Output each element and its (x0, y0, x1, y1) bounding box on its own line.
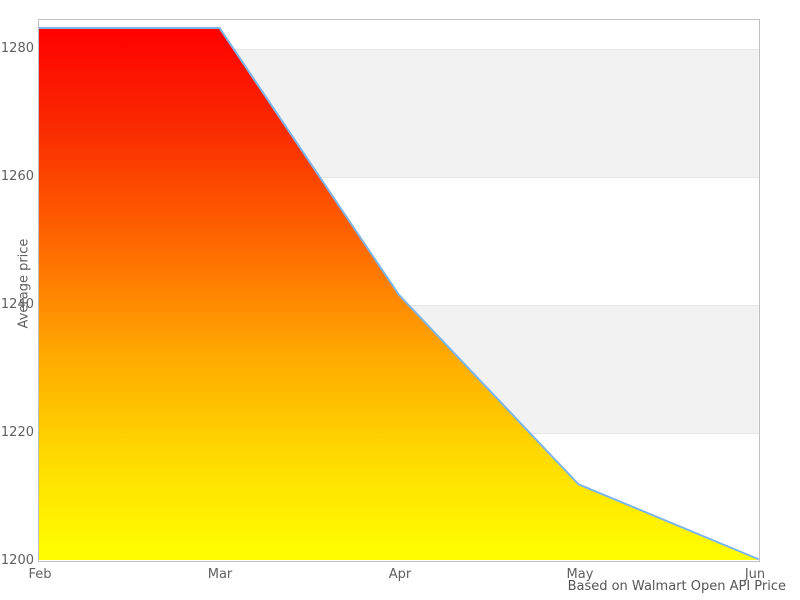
x-tick-label-apr: Apr (388, 567, 412, 582)
gridline-1280 (39, 49, 759, 50)
x-tick-label-mar: Mar (207, 567, 233, 582)
y-tick-label-1240: 1240 (0, 297, 34, 312)
x-tick-label-jun: Jun (744, 567, 766, 582)
x-tick-label-may: May (566, 567, 594, 582)
x-tick-label-feb: Feb (28, 567, 52, 582)
series-line (39, 26, 759, 561)
series-average-price (39, 26, 759, 561)
gridline-1200 (39, 561, 759, 562)
plot-area (38, 19, 760, 562)
y-tick-label-1260: 1260 (0, 169, 34, 184)
chart-caption: Based on Walmart Open API Price (567, 579, 786, 594)
gridline-1260 (39, 177, 759, 178)
y-axis-title: Average price (16, 238, 32, 329)
series-area-fill (39, 27, 759, 561)
y-tick-label-1200: 1200 (0, 553, 34, 568)
y-tick-label-1220: 1220 (0, 425, 34, 440)
y-tick-label-1280: 1280 (0, 41, 34, 56)
